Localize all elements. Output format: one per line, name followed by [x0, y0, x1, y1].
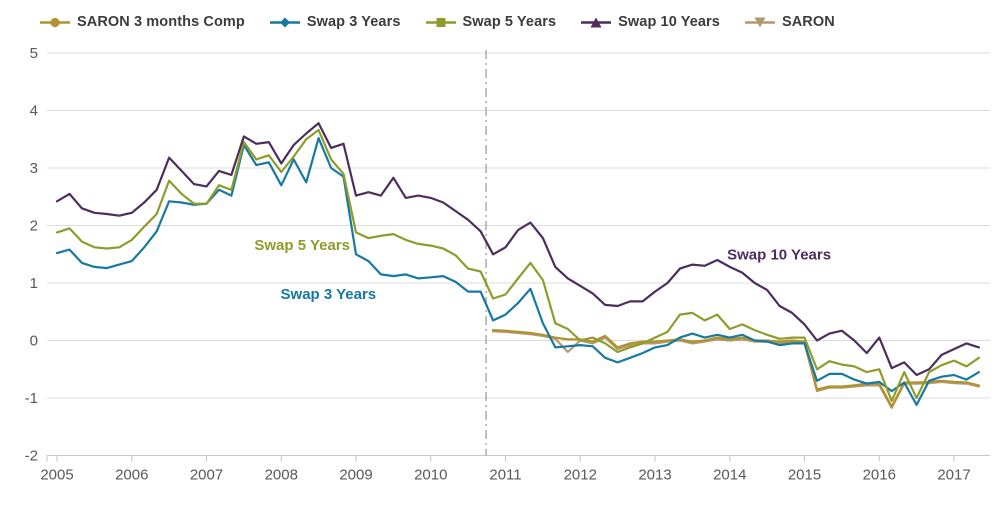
legend-label: Swap 5 Years — [462, 14, 557, 30]
legend-label: Swap 3 Years — [306, 14, 401, 30]
y-axis-label: 5 — [30, 45, 38, 62]
x-axis-label: 2007 — [190, 467, 223, 484]
x-axis-label: 2006 — [115, 467, 148, 484]
y-axis-label: 3 — [30, 160, 38, 177]
series-line-swap-10-years — [55, 122, 981, 377]
x-axis-labels: 2005 2006 2007 2008 2009 2010 2011 2012 2013 2014… — [40, 455, 971, 484]
x-axis-label: 2009 — [339, 467, 372, 484]
y-gridlines — [47, 52, 990, 456]
triangle-up-marker-icon — [581, 17, 612, 27]
y-axis-label: 1 — [30, 275, 38, 292]
legend-item-saron[interactable]: SARON — [744, 14, 835, 30]
y-axis-label: -1 — [25, 390, 38, 407]
x-axis-label: 2015 — [788, 467, 821, 484]
legend-label: SARON — [781, 14, 835, 30]
series-label-swap-3-years: Swap 3 Years — [281, 286, 377, 303]
y-axis-label: 4 — [30, 103, 38, 120]
legend-item-saron-3-months-comp[interactable]: SARON 3 months Comp — [40, 14, 245, 30]
y-axis-label: -2 — [25, 448, 38, 465]
series-label-swap-10-years: Swap 10 Years — [727, 246, 831, 263]
series-line-saron-3-months-comp — [491, 329, 981, 408]
series-line-saron — [491, 330, 981, 409]
triangle-down-marker-icon — [744, 17, 775, 27]
x-axis-label: 2011 — [489, 467, 521, 484]
x-axis-label: 2008 — [265, 467, 298, 484]
chart-legend: SARON 3 months Comp Swap 3 Years Swap 5 Ye… — [40, 14, 835, 30]
diamond-marker-icon — [269, 17, 300, 27]
y-axis-label: 2 — [30, 218, 38, 235]
x-axis-label: 2005 — [40, 467, 73, 484]
x-axis-label: 2016 — [863, 467, 896, 484]
y-axis-labels: 5 4 3 2 1 0 -1 -2 — [25, 45, 38, 465]
legend-item-swap-5-years[interactable]: Swap 5 Years — [425, 14, 557, 30]
legend-label: Swap 10 Years — [618, 14, 720, 30]
legend-item-swap-10-years[interactable]: Swap 10 Years — [581, 14, 720, 30]
y-axis-label: 0 — [30, 333, 38, 350]
legend-label: SARON 3 months Comp — [77, 14, 245, 30]
series-label-swap-5-years: Swap 5 Years — [254, 237, 350, 254]
series-line-swap-5-years — [55, 128, 981, 402]
x-axis-label: 2017 — [937, 467, 970, 484]
x-axis-label: 2013 — [638, 467, 671, 484]
x-axis-label: 2012 — [564, 467, 597, 484]
circle-marker-icon — [40, 17, 70, 27]
x-axis-label: 2010 — [414, 467, 447, 484]
legend-item-swap-3-years[interactable]: Swap 3 Years — [269, 14, 401, 30]
square-marker-icon — [425, 17, 456, 27]
x-axis-label: 2014 — [713, 467, 746, 484]
